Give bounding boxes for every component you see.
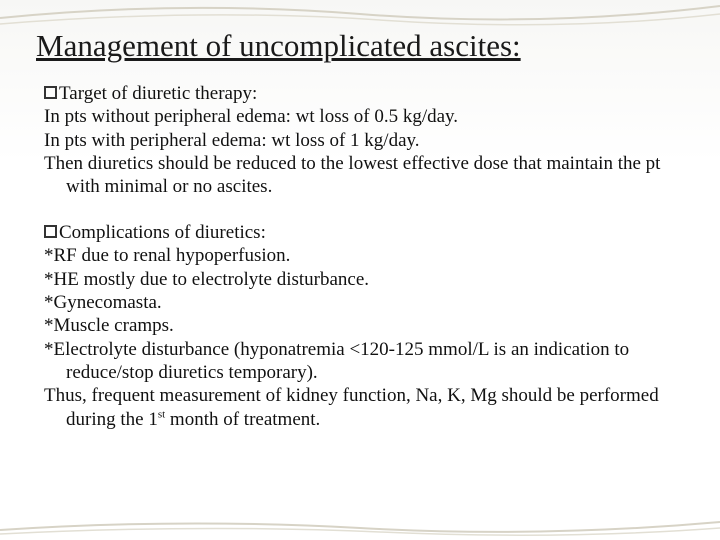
swoosh-bottom-icon <box>0 512 720 540</box>
list-item: *RF due to renal hypoperfusion. <box>44 244 684 267</box>
slide-body: Target of diuretic therapy: In pts witho… <box>44 82 684 431</box>
slide: Management of uncomplicated ascites: Tar… <box>0 0 720 540</box>
list-item: *Gynecomasta. <box>44 291 684 314</box>
section-heading-text: Target of diuretic therapy: <box>59 82 257 105</box>
section-heading: Complications of diuretics: <box>44 221 684 244</box>
bottom-decoration <box>0 512 720 540</box>
spacer <box>44 199 684 221</box>
slide-title: Management of uncomplicated ascites: <box>36 28 521 64</box>
square-bullet-icon <box>44 86 57 99</box>
closing-line: Thus, frequent measurement of kidney fun… <box>44 384 684 431</box>
closing-pre: Thus, frequent measurement of kidney fun… <box>44 385 659 429</box>
body-line: In pts without peripheral edema: wt loss… <box>44 105 684 128</box>
body-line: Then diuretics should be reduced to the … <box>44 152 684 199</box>
section-heading-text: Complications of diuretics: <box>59 221 266 244</box>
list-item: *HE mostly due to electrolyte disturbanc… <box>44 268 684 291</box>
closing-post: month of treatment. <box>165 409 320 430</box>
list-item: *Electrolyte disturbance (hyponatremia <… <box>44 338 684 385</box>
body-line: In pts with peripheral edema: wt loss of… <box>44 129 684 152</box>
list-item: *Muscle cramps. <box>44 314 684 337</box>
square-bullet-icon <box>44 225 57 238</box>
section-heading: Target of diuretic therapy: <box>44 82 684 105</box>
